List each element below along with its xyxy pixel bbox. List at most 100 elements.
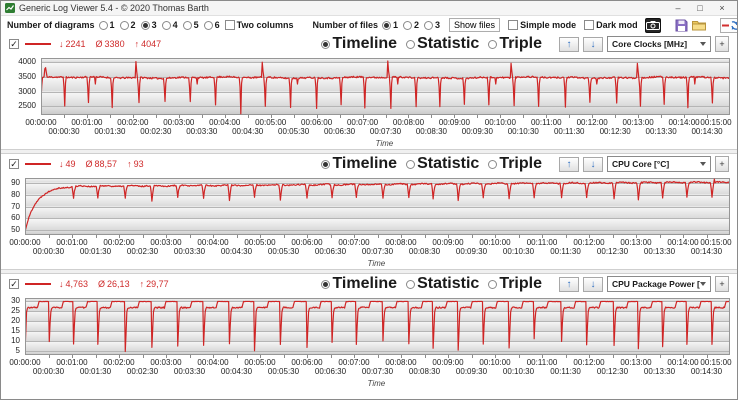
x-tick-label: 00:00:00 <box>25 118 57 127</box>
x-tick-label: 00:06:00 <box>291 358 323 367</box>
x-tick-label: 00:14:00 <box>668 118 700 127</box>
x-tick-label: 00:11:30 <box>550 367 581 376</box>
x-tick-label: 00:05:30 <box>267 367 300 376</box>
radio-timeline[interactable]: Timeline <box>321 35 397 53</box>
save-icon <box>675 19 688 31</box>
show-files-button[interactable]: Show files <box>449 18 501 32</box>
x-tick-label: 00:03:30 <box>186 127 218 136</box>
move-diagram-down-button[interactable]: ↓ <box>583 276 603 292</box>
min-stat: ↓ 49 <box>59 159 76 169</box>
reset-zoom-button[interactable] <box>719 17 737 33</box>
y-tick-label: 80 <box>11 189 20 199</box>
chart-canvas[interactable] <box>1 58 737 121</box>
panel-divider <box>1 269 737 274</box>
x-tick-label: 00:02:30 <box>126 367 159 376</box>
move-diagram-down-button[interactable]: ↓ <box>583 156 603 172</box>
move-diagram-up-button[interactable]: ↑ <box>559 156 579 172</box>
y-tick-label: 50 <box>11 225 20 235</box>
min-stat: ↓ 4,763 <box>59 279 89 289</box>
x-tick-label: 00:05:30 <box>278 127 310 136</box>
open-folder-button[interactable] <box>691 19 706 31</box>
avg-stat: Ø 88,57 <box>85 159 118 169</box>
x-tick-label: 00:00:30 <box>32 367 65 376</box>
minimize-icon[interactable]: – <box>675 2 681 13</box>
min-icon: ↓ <box>59 279 64 289</box>
y-tick-label: 70 <box>11 201 20 211</box>
x-tick-label: 00:01:00 <box>56 238 88 247</box>
avg-stat: Ø 26,13 <box>98 279 130 289</box>
y-tick-label: 15 <box>11 326 20 335</box>
radio-statistic[interactable]: Statistic <box>406 35 479 53</box>
metric-dropdown[interactable]: CPU Package Power [W] <box>607 276 711 292</box>
chevron-down-icon <box>700 282 706 286</box>
y-tick-label: 4000 <box>18 57 36 67</box>
files-radio-2[interactable]: 2 <box>403 20 419 30</box>
reset-zoom-icon <box>721 20 737 30</box>
x-tick-label: 00:05:00 <box>255 118 287 127</box>
save-button[interactable] <box>675 19 688 32</box>
x-tick-label: 00:10:30 <box>502 367 535 376</box>
diagrams-radio-6[interactable]: 6 <box>203 20 220 30</box>
y-tick-label: 20 <box>11 316 20 325</box>
series-visible-checkbox[interactable]: ✓ <box>9 279 19 289</box>
x-tick-label: 00:10:30 <box>502 247 535 256</box>
panel-cpu-package-power: ✓ ↓ 4,763 Ø 26,13 ↑ 29,77 Timeline Statisti… <box>1 274 737 389</box>
time-axis-label: Time <box>367 259 386 268</box>
y-tick-label: 2500 <box>18 101 36 111</box>
screenshot-button[interactable] <box>644 17 661 33</box>
metric-dropdown[interactable]: Core Clocks [MHz] <box>607 36 711 52</box>
max-icon: ↑ <box>127 159 132 169</box>
close-icon[interactable]: × <box>719 2 725 13</box>
series-visible-checkbox[interactable]: ✓ <box>9 159 19 169</box>
x-tick-label: 00:10:30 <box>507 127 539 136</box>
two-columns-checkbox[interactable]: Two columns <box>224 20 293 30</box>
x-tick-label: 00:11:30 <box>550 247 581 256</box>
files-label: Number of files <box>312 20 378 30</box>
max-stat: ↑ 29,77 <box>139 279 169 289</box>
min-stat: ↓ 2241 <box>59 39 86 49</box>
x-tick-label: 00:12:30 <box>596 367 629 376</box>
files-radio-1[interactable]: 1 <box>381 20 398 30</box>
radio-triple[interactable]: Triple <box>488 275 542 293</box>
series-legend-line <box>25 43 51 45</box>
move-diagram-down-button[interactable]: ↓ <box>583 36 603 52</box>
min-icon: ↓ <box>59 39 64 49</box>
radio-statistic[interactable]: Statistic <box>406 155 479 173</box>
dark-mode-checkbox[interactable]: Dark mod <box>584 20 638 30</box>
chart-canvas[interactable] <box>1 178 737 241</box>
x-tick-label: 00:03:30 <box>173 247 206 256</box>
add-metric-button[interactable]: + <box>715 156 729 172</box>
x-tick-label: 00:01:30 <box>79 367 112 376</box>
diagrams-radio-3[interactable]: 3 <box>140 20 157 30</box>
add-metric-button[interactable]: + <box>715 36 729 52</box>
series-visible-checkbox[interactable]: ✓ <box>9 39 19 49</box>
move-diagram-up-button[interactable]: ↑ <box>559 36 579 52</box>
y-tick-label: 10 <box>11 336 20 345</box>
diagrams-radio-2[interactable]: 2 <box>119 20 136 30</box>
x-tick-label: 00:01:30 <box>94 127 126 136</box>
x-tick-label: 00:11:00 <box>526 358 558 367</box>
radio-triple[interactable]: Triple <box>488 35 542 53</box>
x-tick-label: 00:02:00 <box>103 358 135 367</box>
diagrams-radio-1[interactable]: 1 <box>98 20 115 30</box>
max-icon: ↑ <box>134 39 140 49</box>
x-tick-label: 00:09:30 <box>461 127 493 136</box>
chart-canvas[interactable] <box>1 298 737 361</box>
move-diagram-up-button[interactable]: ↑ <box>559 276 579 292</box>
camera-icon <box>645 20 660 30</box>
radio-triple[interactable]: Triple <box>488 155 542 173</box>
avg-icon: Ø <box>95 39 103 49</box>
y-tick-label: 5 <box>15 346 20 355</box>
radio-timeline[interactable]: Timeline <box>321 155 397 173</box>
max-stat: ↑ 4047 <box>134 39 162 49</box>
add-metric-button[interactable]: + <box>715 276 729 292</box>
maximize-icon[interactable]: □ <box>697 2 703 13</box>
simple-mode-checkbox[interactable]: Simple mode <box>508 20 576 30</box>
diagrams-radio-5[interactable]: 5 <box>182 20 199 30</box>
files-radio-3[interactable]: 3 <box>424 20 440 30</box>
metric-dropdown[interactable]: CPU Core [°C] <box>607 156 711 172</box>
diagrams-radio-4[interactable]: 4 <box>161 20 178 30</box>
panel-core-clocks: ✓ ↓ 2241 Ø 3380 ↑ 4047 Timeline Statistic T… <box>1 34 737 149</box>
radio-timeline[interactable]: Timeline <box>321 275 397 293</box>
radio-statistic[interactable]: Statistic <box>406 275 479 293</box>
